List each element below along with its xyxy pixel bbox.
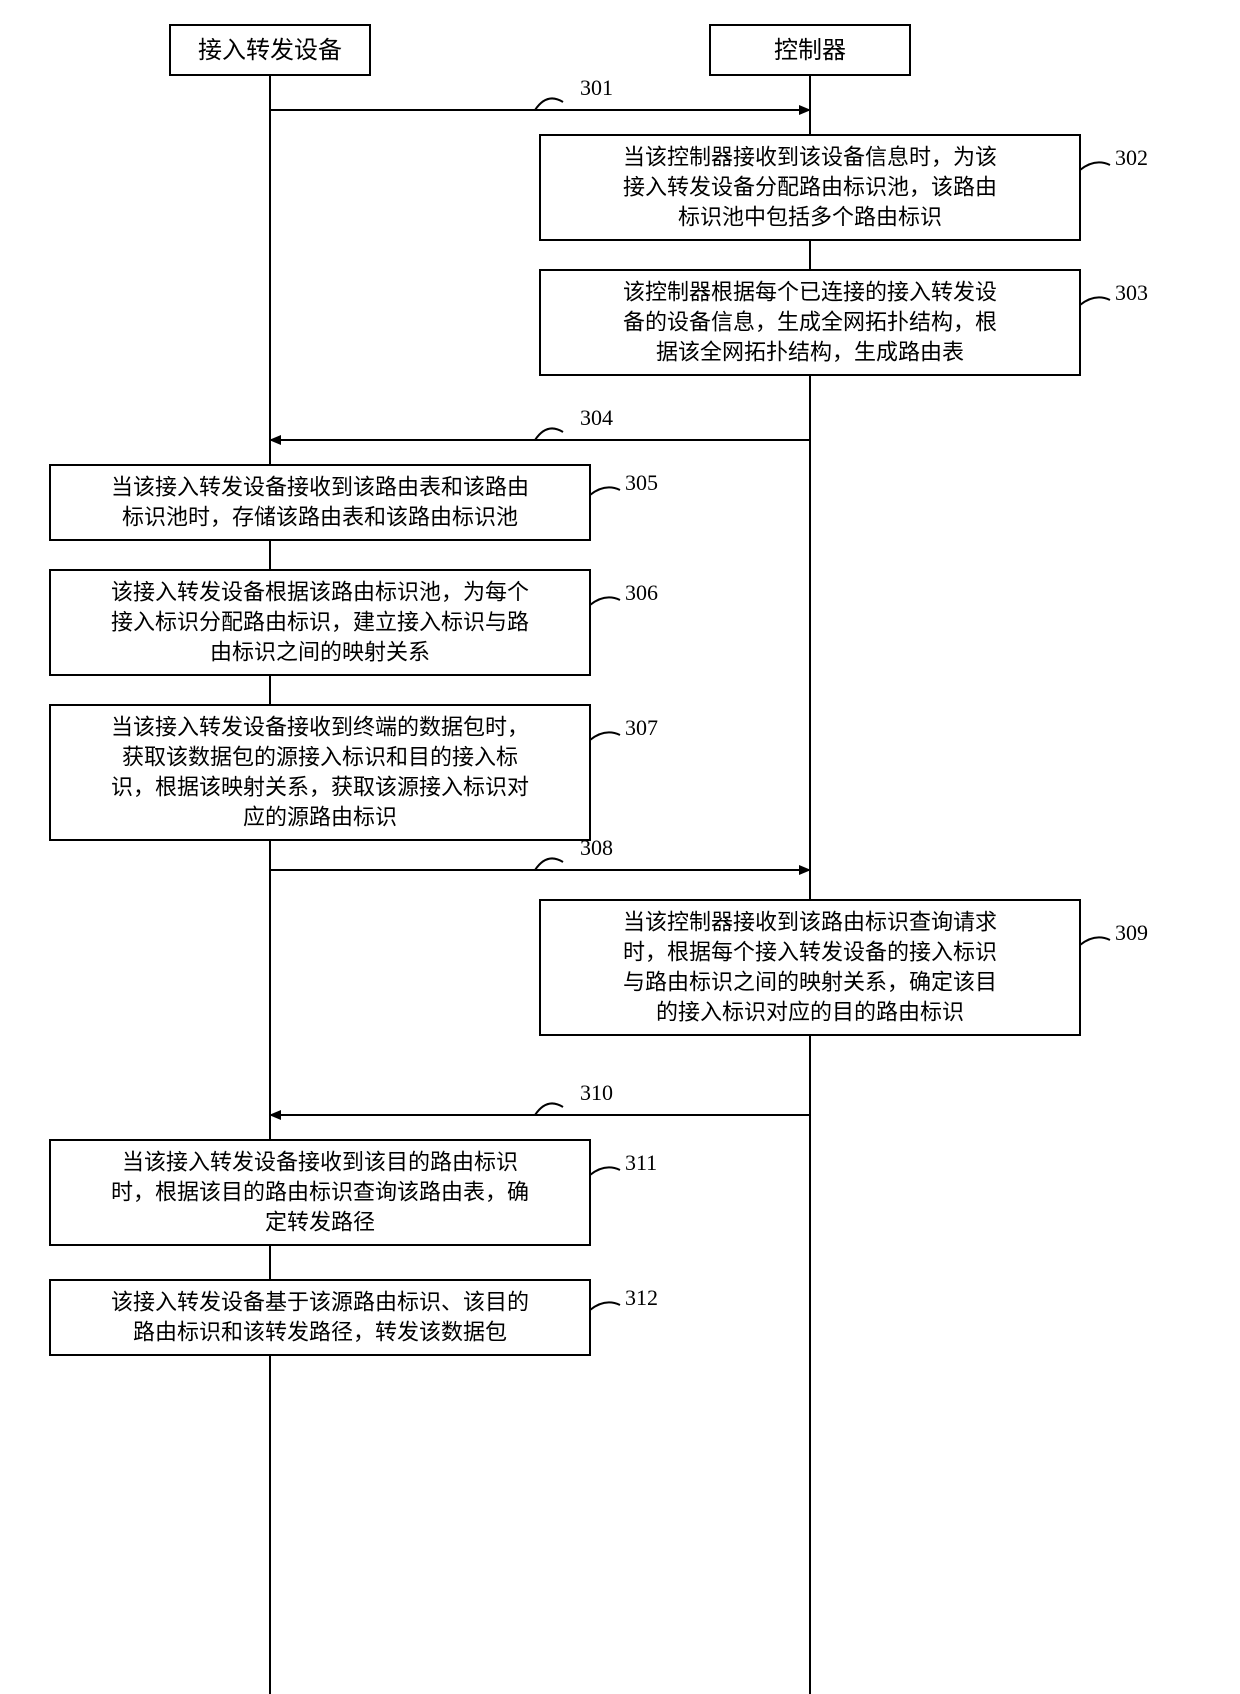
step-box-line: 该接入转发设备基于该源路由标识、该目的 <box>111 1290 529 1315</box>
step-label: 312 <box>625 1285 658 1310</box>
step-box-line: 接入标识分配路由标识，建立接入标识与路 <box>111 610 529 635</box>
label-leader <box>590 597 620 605</box>
step-box-line: 识，根据该映射关系，获取该源接入标识对 <box>111 775 529 800</box>
step-label: 303 <box>1115 280 1148 305</box>
step-label: 302 <box>1115 145 1148 170</box>
label-leader <box>1080 937 1110 945</box>
label-leader <box>590 487 620 495</box>
step-box-line: 备的设备信息，生成全网拓扑结构，根 <box>623 310 997 335</box>
step-box-line: 当该控制器接收到该路由标识查询请求 <box>623 910 997 935</box>
label-leader <box>535 428 563 440</box>
step-box-line: 当该接入转发设备接收到终端的数据包时， <box>111 715 529 740</box>
step-box-line: 标识池中包括多个路由标识 <box>678 205 942 230</box>
step-box-line: 标识池时，存储该路由表和该路由标识池 <box>122 505 518 530</box>
step-box-line: 由标识之间的映射关系 <box>210 640 430 665</box>
label-leader <box>535 858 563 870</box>
step-box-line: 路由标识和该转发路径，转发该数据包 <box>133 1320 507 1345</box>
step-box-line: 据该全网拓扑结构，生成路由表 <box>656 340 964 365</box>
step-box-line: 与路由标识之间的映射关系，确定该目 <box>623 970 997 995</box>
step-label: 306 <box>625 580 658 605</box>
step-label: 309 <box>1115 920 1148 945</box>
step-label: 305 <box>625 470 658 495</box>
label-leader <box>590 732 620 740</box>
lifeline-header-label: 控制器 <box>774 37 846 64</box>
message-label: 301 <box>580 75 613 100</box>
step-box-line: 应的源路由标识 <box>243 805 397 830</box>
label-leader <box>535 98 563 110</box>
lifeline-header-label: 接入转发设备 <box>198 37 342 64</box>
step-box-line: 该控制器根据每个已连接的接入转发设 <box>623 280 997 305</box>
step-box-line: 当该接入转发设备接收到该路由表和该路由 <box>111 475 529 500</box>
step-box-line: 该接入转发设备根据该路由标识池，为每个 <box>111 580 529 605</box>
message-label: 304 <box>580 405 613 430</box>
sequence-diagram: 接入转发设备 控制器当该控制器接收到该设备信息时，为该接入转发设备分配路由标识池，… <box>0 0 1240 1694</box>
step-box-line: 定转发路径 <box>265 1210 375 1235</box>
label-leader <box>535 1103 563 1115</box>
step-box-line: 时，根据每个接入转发设备的接入标识 <box>623 940 997 965</box>
message-label: 308 <box>580 835 613 860</box>
label-leader <box>1080 297 1110 305</box>
label-leader <box>1080 162 1110 170</box>
message-label: 310 <box>580 1080 613 1105</box>
step-label: 311 <box>625 1150 657 1175</box>
label-leader <box>590 1302 620 1310</box>
step-box-line: 当该接入转发设备接收到该目的路由标识 <box>122 1150 518 1175</box>
step-label: 307 <box>625 715 658 740</box>
step-box-line: 时，根据该目的路由标识查询该路由表，确 <box>111 1180 529 1205</box>
label-leader <box>590 1167 620 1175</box>
step-box-line: 获取该数据包的源接入标识和目的接入标 <box>122 745 518 770</box>
step-box-line: 当该控制器接收到该设备信息时，为该 <box>623 145 997 170</box>
step-box-line: 的接入标识对应的目的路由标识 <box>656 1000 964 1025</box>
step-box-line: 接入转发设备分配路由标识池，该路由 <box>623 175 997 200</box>
